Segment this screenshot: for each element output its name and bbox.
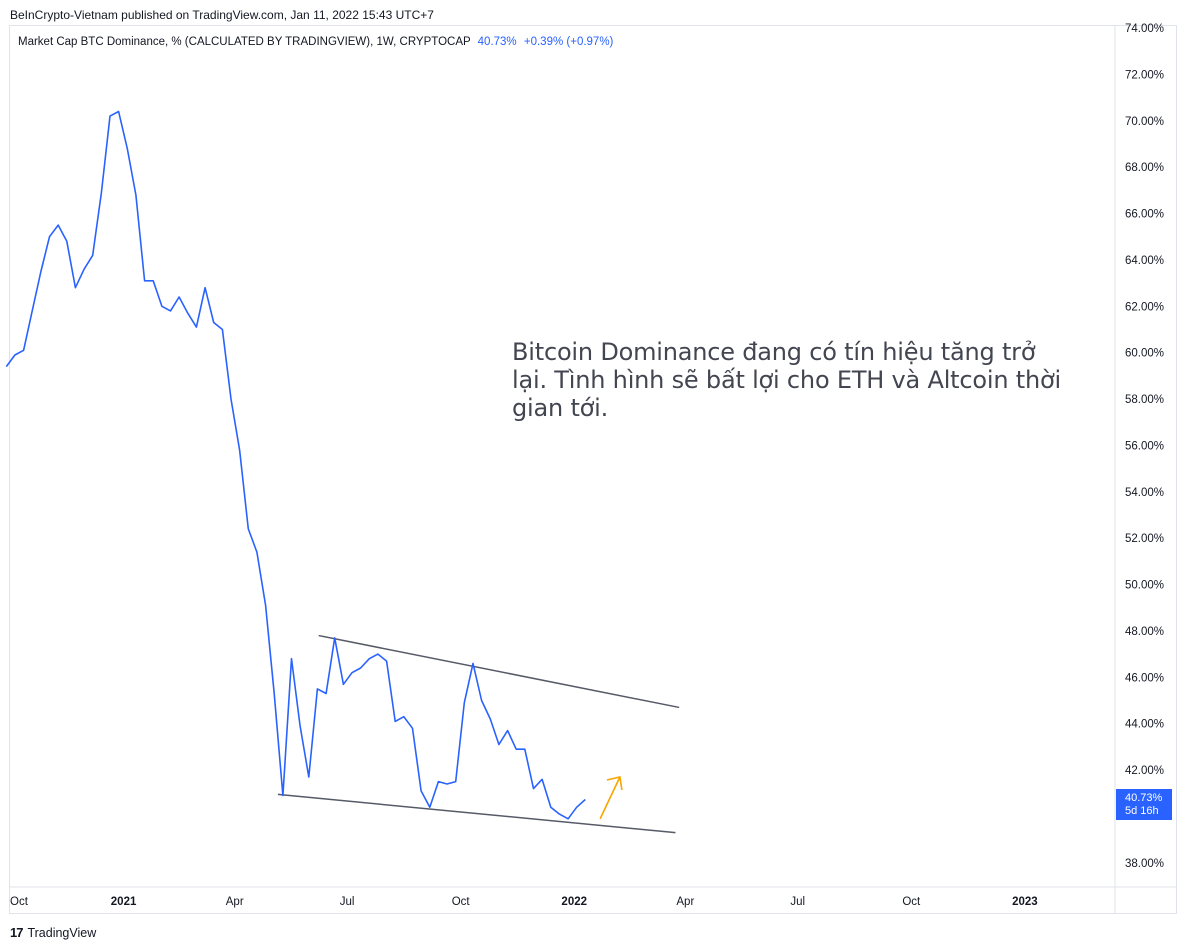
legend-series-title: Market Cap BTC Dominance, % (CALCULATED …	[18, 36, 471, 48]
tradingview-logo-text: TradingView	[27, 925, 97, 940]
price-tag-value: 40.73%	[1125, 792, 1163, 804]
y-tick-label: 58.00%	[1125, 394, 1164, 406]
y-tick-label: 38.00%	[1125, 858, 1164, 870]
arrow-shaft	[599, 776, 621, 820]
legend-change: +0.39% (+0.97%)	[523, 36, 614, 48]
series-line	[5, 110, 586, 820]
tradingview-logo[interactable]: 17 TradingView	[10, 925, 96, 940]
x-tick-label: Jul	[340, 896, 355, 908]
x-tick-label: Oct	[902, 896, 921, 908]
published-line: BeInCrypto-Vietnam published on TradingV…	[10, 8, 434, 22]
x-tick-label: Apr	[226, 896, 244, 908]
y-tick-label: 52.00%	[1125, 533, 1164, 545]
tradingview-logo-icon: 17	[10, 925, 24, 940]
chart-annotation-text[interactable]: Bitcoin Dominance đang có tín hiệu tăng …	[512, 338, 1061, 422]
arrow-head-icon	[606, 776, 623, 791]
y-tick-label: 54.00%	[1125, 487, 1164, 499]
trendline	[318, 634, 680, 709]
y-tick-label: 74.00%	[1125, 23, 1164, 35]
x-tick-label: 2021	[111, 896, 137, 908]
x-tick-label: 2023	[1012, 896, 1038, 908]
x-tick-label: Oct	[10, 896, 29, 908]
x-tick-label: Oct	[452, 896, 471, 908]
y-tick-label: 50.00%	[1125, 580, 1164, 592]
trendline	[277, 793, 676, 834]
y-tick-label: 72.00%	[1125, 69, 1164, 81]
x-tick-label: Apr	[676, 896, 694, 908]
x-tick-label: 2022	[561, 896, 587, 908]
y-tick-label: 60.00%	[1125, 348, 1164, 360]
y-tick-label: 44.00%	[1125, 719, 1164, 731]
last-price-tag: 40.73% 5d 16h	[1116, 789, 1172, 820]
x-tick-label: Jul	[790, 896, 805, 908]
legend-last-value: 40.73%	[477, 36, 517, 48]
y-tick-label: 64.00%	[1125, 255, 1164, 267]
y-tick-label: 42.00%	[1125, 765, 1164, 777]
chart-frame[interactable]	[9, 25, 1177, 914]
price-tag-countdown: 5d 16h	[1125, 805, 1159, 817]
y-tick-label: 56.00%	[1125, 440, 1164, 452]
y-tick-label: 70.00%	[1125, 116, 1164, 128]
y-tick-label: 66.00%	[1125, 209, 1164, 221]
y-tick-label: 68.00%	[1125, 162, 1164, 174]
y-tick-label: 48.00%	[1125, 626, 1164, 638]
chart-legend: Market Cap BTC Dominance, % (CALCULATED …	[18, 36, 613, 48]
y-tick-label: 46.00%	[1125, 672, 1164, 684]
y-tick-label: 62.00%	[1125, 301, 1164, 313]
